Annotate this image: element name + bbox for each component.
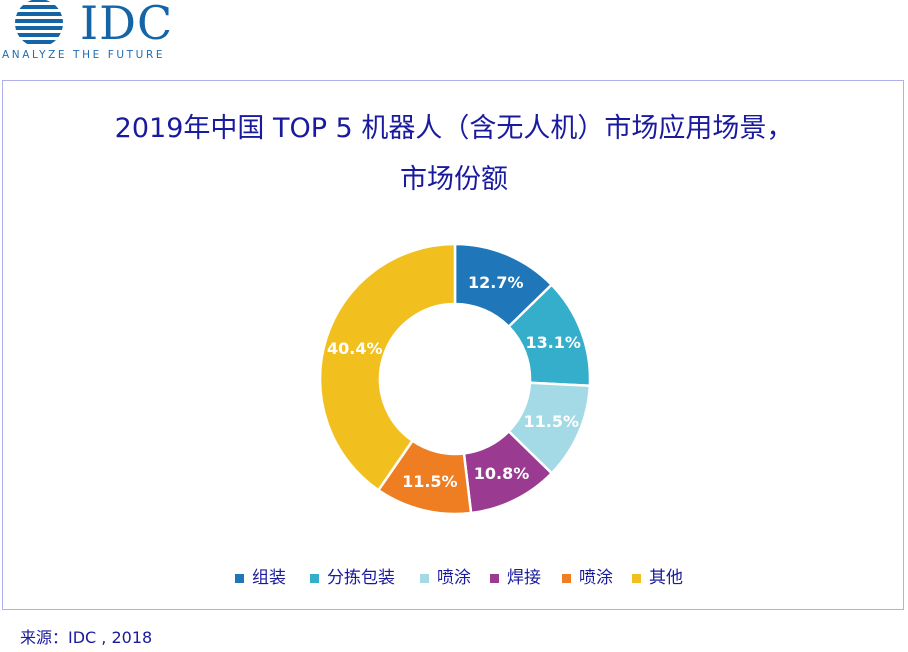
legend-swatch — [632, 574, 641, 583]
chart-legend: 组装 分拣包装 喷涂 焊接 喷涂 其他 — [0, 566, 908, 590]
legend-label: 喷涂 — [579, 568, 613, 588]
slice-data-label: 13.1% — [525, 333, 581, 352]
legend-swatch — [562, 574, 571, 583]
source-note: 来源：IDC , 2018 — [20, 628, 153, 647]
chart-frame — [2, 80, 904, 610]
idc-globe-icon — [15, 0, 63, 44]
donut-slice — [318, 242, 457, 492]
idc-logo: IDC ANALYZE THE FUTURE — [0, 0, 210, 68]
legend-swatch — [420, 574, 429, 583]
legend-label: 喷涂 — [437, 568, 471, 588]
slice-data-label: 11.5% — [402, 472, 458, 491]
legend-label: 焊接 — [507, 568, 541, 588]
slice-data-label: 10.8% — [474, 464, 530, 483]
legend-swatch — [310, 574, 319, 583]
slice-data-label: 11.5% — [523, 412, 579, 431]
logo-text: IDC — [80, 0, 174, 50]
slice-data-label: 40.4% — [327, 339, 383, 358]
chart-title-line2: 市场份额 — [400, 164, 508, 195]
logo-tagline: ANALYZE THE FUTURE — [2, 49, 166, 61]
legend-label: 分拣包装 — [327, 568, 395, 588]
legend-label: 其他 — [649, 568, 683, 588]
legend-swatch — [235, 574, 244, 583]
chart-title-line1: 2019年中国 TOP 5 机器人（含无人机）市场应用场景， — [114, 113, 794, 144]
slice-data-label: 12.7% — [468, 273, 524, 292]
legend-swatch — [490, 574, 499, 583]
legend-label: 组装 — [252, 568, 286, 588]
